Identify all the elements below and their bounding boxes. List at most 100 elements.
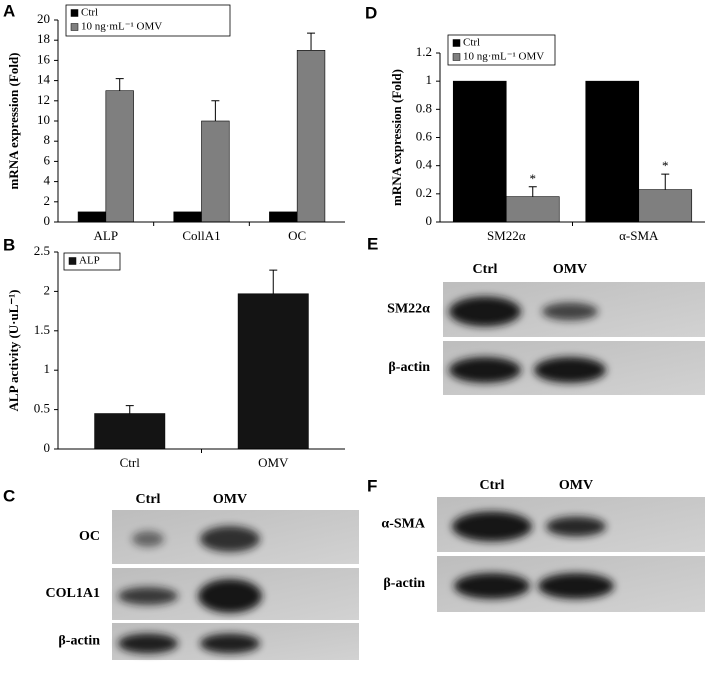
error-bar xyxy=(307,32,316,51)
legend-swatch xyxy=(70,23,79,31)
y-tick-label: 0.4 xyxy=(416,157,433,172)
panel-label: A xyxy=(3,1,15,20)
row-label: COL1A1 xyxy=(46,586,100,601)
blot-band xyxy=(454,573,530,599)
column-label: Ctrl xyxy=(480,478,505,493)
x-tick-label: SM22α xyxy=(487,228,526,243)
blot-band xyxy=(546,516,606,537)
error-bar xyxy=(269,269,278,294)
legend-label: 10 ng·mL⁻¹ OMV xyxy=(463,51,544,63)
y-tick-label: 2.5 xyxy=(34,243,50,258)
significance-marker: * xyxy=(662,158,669,173)
error-bar xyxy=(125,405,134,414)
y-tick-label: 8 xyxy=(44,132,51,147)
y-tick-label: 1.5 xyxy=(34,322,50,337)
y-tick-label: 12 xyxy=(37,92,50,107)
bar xyxy=(237,293,309,450)
bar xyxy=(269,211,298,223)
y-tick-label: 0 xyxy=(44,213,51,228)
x-tick-label: Ctrl xyxy=(120,455,141,470)
blot-band xyxy=(449,357,521,383)
bar xyxy=(201,120,230,223)
y-tick-label: 10 xyxy=(37,112,50,127)
y-axis-title: mRNA expression (Fold) xyxy=(389,69,404,206)
legend-swatch xyxy=(452,39,461,47)
blot-band xyxy=(452,511,532,542)
x-tick-label: ALP xyxy=(94,228,119,243)
y-tick-label: 0.2 xyxy=(416,185,432,200)
x-tick-label: OC xyxy=(288,228,306,243)
legend-label: 10 ng·mL⁻¹ OMV xyxy=(81,21,162,33)
bar xyxy=(173,211,202,223)
error-bar xyxy=(115,78,124,91)
panel-label: E xyxy=(367,234,378,253)
blot-band xyxy=(449,296,521,327)
row-label: β-actin xyxy=(388,360,430,375)
bar xyxy=(77,211,107,223)
column-label: OMV xyxy=(559,478,593,493)
blot-band xyxy=(198,579,262,613)
y-tick-label: 0 xyxy=(44,440,51,455)
y-tick-label: 6 xyxy=(44,152,51,167)
y-tick-label: 1 xyxy=(426,72,433,87)
x-tick-label: OMV xyxy=(258,455,289,470)
y-tick-label: 0.6 xyxy=(416,128,433,143)
y-tick-label: 4 xyxy=(44,173,51,188)
panel-label: D xyxy=(365,3,377,22)
y-tick-label: 2 xyxy=(44,282,51,297)
y-tick-label: 1.2 xyxy=(416,44,432,59)
y-axis-title: mRNA expression (Fold) xyxy=(6,53,21,190)
y-tick-label: 14 xyxy=(37,72,51,87)
legend-swatch xyxy=(68,257,77,265)
error-bar xyxy=(661,173,670,190)
legend-label: Ctrl xyxy=(81,7,98,19)
row-label: SM22α xyxy=(387,302,430,317)
legend-label: ALP xyxy=(79,255,100,267)
column-label: OMV xyxy=(553,262,587,277)
y-axis-title: ALP activity (U·uL⁻¹) xyxy=(6,290,21,412)
legend-box xyxy=(447,34,556,66)
y-tick-label: 0.8 xyxy=(416,100,432,115)
bar xyxy=(296,49,326,223)
column-label: Ctrl xyxy=(136,492,161,507)
error-bar xyxy=(528,186,537,197)
column-label: Ctrl xyxy=(473,262,498,277)
bar xyxy=(105,90,134,223)
y-tick-label: 0.5 xyxy=(34,401,50,416)
bar xyxy=(452,80,507,223)
row-label: β-actin xyxy=(383,576,425,591)
panel-label: C xyxy=(3,486,15,505)
row-label: β-actin xyxy=(58,634,100,649)
significance-marker: * xyxy=(530,171,537,186)
row-label: OC xyxy=(79,529,100,544)
blot-band xyxy=(118,633,178,654)
y-tick-label: 1 xyxy=(44,361,51,376)
blot-band xyxy=(538,573,614,599)
x-tick-label: α-SMA xyxy=(619,228,659,243)
blot-band xyxy=(132,531,164,547)
y-tick-label: 2 xyxy=(44,193,51,208)
y-tick-label: 18 xyxy=(37,31,50,46)
legend-box xyxy=(65,4,231,37)
blot-band xyxy=(118,587,178,605)
y-tick-label: 20 xyxy=(37,11,50,26)
legend-swatch xyxy=(70,9,79,17)
bar xyxy=(585,80,640,223)
column-label: OMV xyxy=(213,492,247,507)
blot-band xyxy=(534,357,606,383)
panel-label: F xyxy=(367,476,377,495)
legend-swatch xyxy=(452,53,461,61)
legend-box xyxy=(63,252,121,271)
error-bar xyxy=(211,100,220,121)
bar xyxy=(638,189,693,223)
y-tick-label: 16 xyxy=(37,51,51,66)
blot-band xyxy=(200,526,260,552)
y-tick-label: 0 xyxy=(426,213,433,228)
row-label: α-SMA xyxy=(381,517,425,532)
x-tick-label: CollA1 xyxy=(182,228,220,243)
blot-band xyxy=(200,633,260,654)
blot-band xyxy=(542,302,598,321)
bar xyxy=(505,196,560,223)
bar xyxy=(94,413,166,450)
